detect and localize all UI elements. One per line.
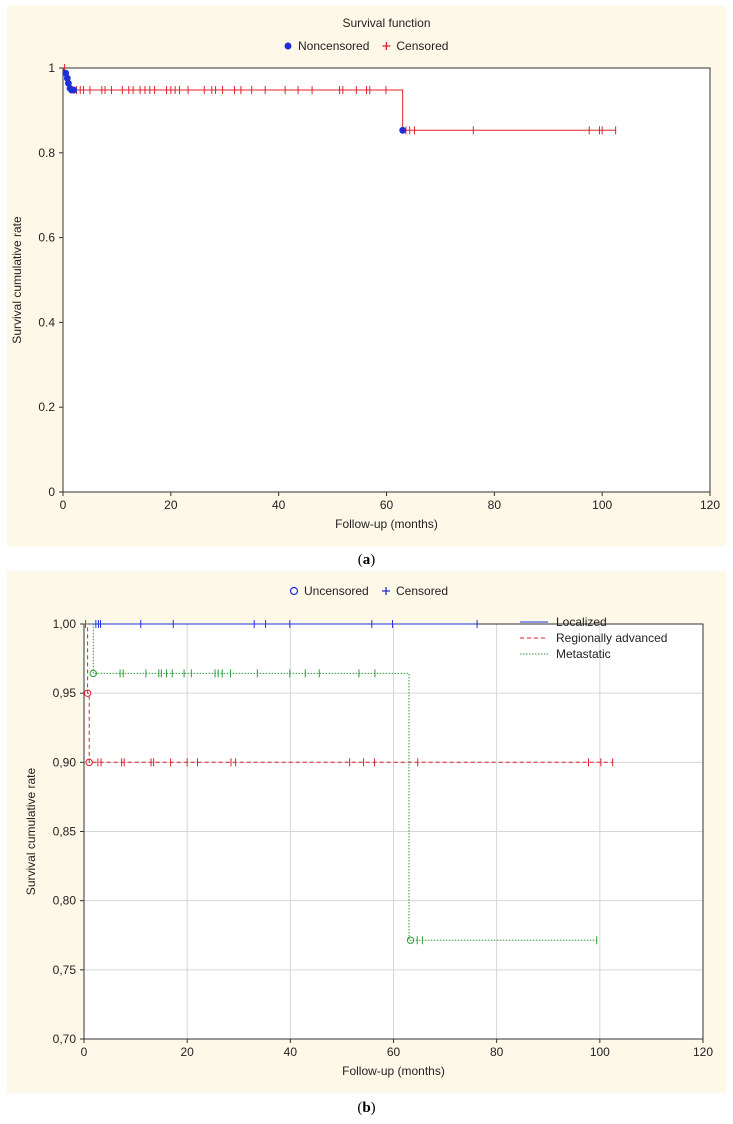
event-marker <box>89 669 97 678</box>
x-tick-label: 40 <box>272 498 286 512</box>
y-axis-label: Survival cumulative rate <box>10 216 24 344</box>
x-tick-label: 100 <box>592 498 612 512</box>
legend-marker-censored <box>382 42 391 50</box>
x-axis-label: Follow-up (months) <box>342 1064 445 1078</box>
y-tick-label: 0,75 <box>53 963 77 977</box>
y-tick-label: 0,80 <box>53 894 77 908</box>
y-tick-label: 0.2 <box>38 400 55 414</box>
y-tick-label: 0,70 <box>53 1032 77 1046</box>
legend-label: Noncensored <box>298 39 369 53</box>
y-tick-label: 0,90 <box>53 755 77 769</box>
survival-chart-b: 0 20 40 60 80 100 120 0,70 0,75 0,80 0,85 0,90 0,95 1… <box>24 584 713 1078</box>
y-tick-label: 0.8 <box>38 146 55 160</box>
legend-marker-censored <box>382 587 390 595</box>
figure-label-a: (a) <box>357 552 376 568</box>
series-legend-label: Localized <box>556 615 607 629</box>
x-tick-label: 40 <box>284 1045 298 1059</box>
x-tick-label: 120 <box>693 1045 713 1059</box>
event-marker <box>406 936 415 944</box>
survival-chart-a: 0 20 40 60 80 100 120 0 0.2 0.4 0.6 0.8 1 Follow-up (… <box>10 16 720 531</box>
event-marker <box>70 86 78 94</box>
x-tick-label: 80 <box>488 498 502 512</box>
x-axis-label: Follow-up (months) <box>335 517 438 531</box>
legend-marker-noncensored <box>284 42 292 50</box>
series-legend-label: Regionally advanced <box>556 631 667 645</box>
event-marker <box>85 758 93 767</box>
y-tick-label: 0.6 <box>38 231 55 245</box>
y-tick-label: 0,95 <box>53 686 77 700</box>
y-axis-label: Survival cumulative rate <box>24 767 38 895</box>
y-tick-label: 1,00 <box>53 617 77 631</box>
event-marker <box>63 74 71 82</box>
chart-panel-a: 0 20 40 60 80 100 120 0 0.2 0.4 0.6 0.8 1 Follow-up (… <box>7 6 726 546</box>
event-marker <box>83 689 92 697</box>
y-tick-label: 0.4 <box>38 315 55 329</box>
x-tick-label: 0 <box>60 498 67 512</box>
x-tick-label: 20 <box>180 1045 194 1059</box>
x-tick-label: 60 <box>387 1045 401 1059</box>
x-tick-label: 80 <box>490 1045 504 1059</box>
series-legend-label: Metastatic <box>556 647 611 661</box>
x-tick-label: 100 <box>590 1045 610 1059</box>
x-tick-label: 0 <box>81 1045 88 1059</box>
event-marker <box>399 126 407 134</box>
x-tick-label: 120 <box>700 498 720 512</box>
legend-label: Censored <box>396 39 448 53</box>
figure-label-b: (b) <box>357 1100 376 1116</box>
y-tick-label: 0 <box>48 485 55 499</box>
legend-label: Censored <box>396 584 448 598</box>
y-tick-label: 1 <box>48 61 55 75</box>
y-tick-label: 0,85 <box>53 825 77 839</box>
series-line <box>84 623 597 941</box>
chart-panel-b: 0 20 40 60 80 100 120 0,70 0,75 0,80 0,85 0,90 0,95 1… <box>7 571 726 1093</box>
x-tick-label: 20 <box>164 498 178 512</box>
legend-label: Uncensored <box>304 584 369 598</box>
chart-title: Survival function <box>342 16 430 30</box>
legend-marker-uncensored <box>289 586 299 596</box>
plot-area <box>63 68 710 492</box>
x-tick-label: 60 <box>380 498 394 512</box>
